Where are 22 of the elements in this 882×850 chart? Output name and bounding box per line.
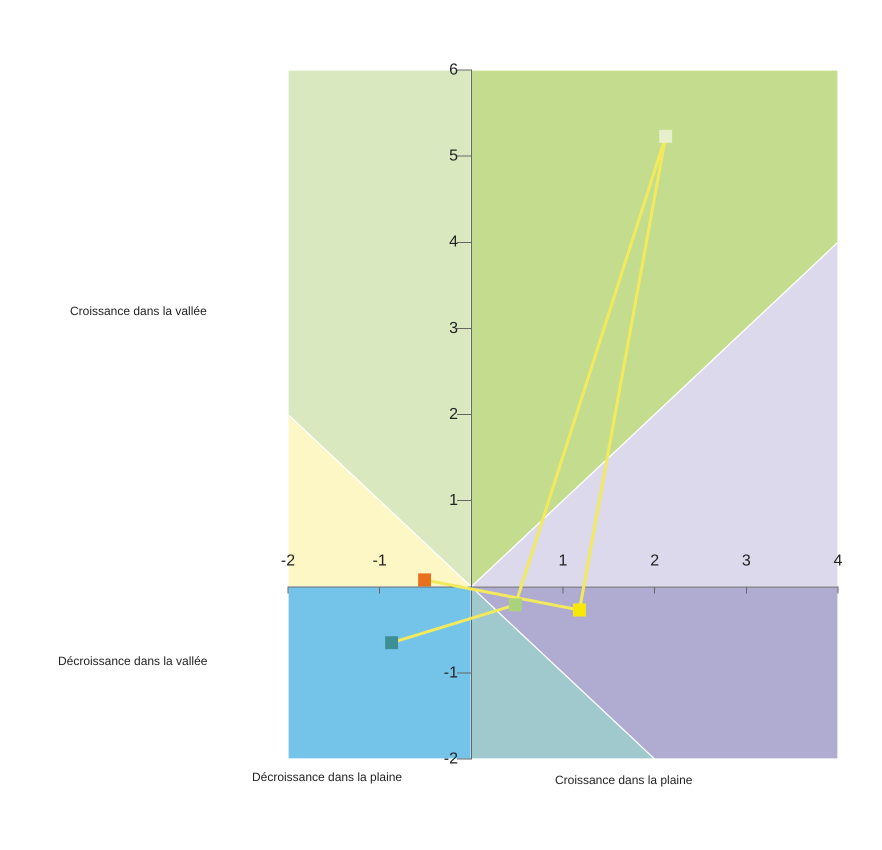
x-tick-label: -2	[280, 552, 296, 570]
y-tick-label: 4	[449, 234, 472, 251]
y-tick-label: -1	[444, 664, 472, 682]
text: Décroissance dans la plaine	[252, 770, 402, 784]
y-tick-label: 3	[449, 320, 472, 337]
x-tick-label: -1	[372, 552, 387, 570]
x-tick-label: 4	[834, 552, 843, 570]
point	[573, 604, 586, 616]
y-tick-label: 1	[449, 492, 472, 510]
x-tick-label: 2	[650, 552, 660, 570]
y-tick-label: 5	[449, 148, 472, 165]
y-tick-label: 2	[449, 406, 472, 423]
x-tick-label: 1	[558, 552, 568, 570]
point	[418, 573, 432, 586]
y-tick-label: 6	[449, 61, 472, 78]
point	[385, 636, 398, 650]
point	[508, 598, 522, 612]
text: Décroissance dans la vallée	[58, 654, 208, 668]
x-tick-label: 3	[742, 552, 751, 570]
text: Croissance dans la vallée	[70, 304, 207, 318]
point	[659, 130, 672, 143]
text: Croissance dans la plaine	[555, 773, 692, 787]
